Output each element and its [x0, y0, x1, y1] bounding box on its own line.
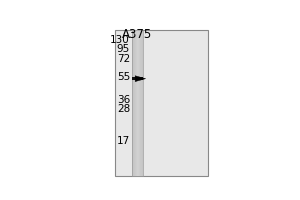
Text: 55: 55 — [117, 72, 130, 82]
Bar — [137, 30, 138, 176]
Bar — [132, 30, 143, 176]
Bar — [132, 77, 143, 80]
Text: 72: 72 — [117, 54, 130, 64]
Bar — [139, 30, 140, 176]
Text: 17: 17 — [117, 136, 130, 146]
Text: 130: 130 — [110, 35, 130, 45]
Bar — [135, 30, 136, 176]
Text: 36: 36 — [117, 95, 130, 105]
Text: A375: A375 — [122, 28, 153, 41]
Bar — [134, 30, 135, 176]
Bar — [141, 30, 142, 176]
Bar — [140, 30, 141, 176]
Bar — [132, 30, 133, 176]
Polygon shape — [135, 76, 146, 82]
Bar — [116, 30, 208, 176]
Bar — [136, 30, 137, 176]
Bar — [142, 30, 143, 176]
Text: 28: 28 — [117, 104, 130, 114]
Text: 95: 95 — [117, 44, 130, 54]
Bar — [133, 30, 134, 176]
Bar — [138, 30, 139, 176]
